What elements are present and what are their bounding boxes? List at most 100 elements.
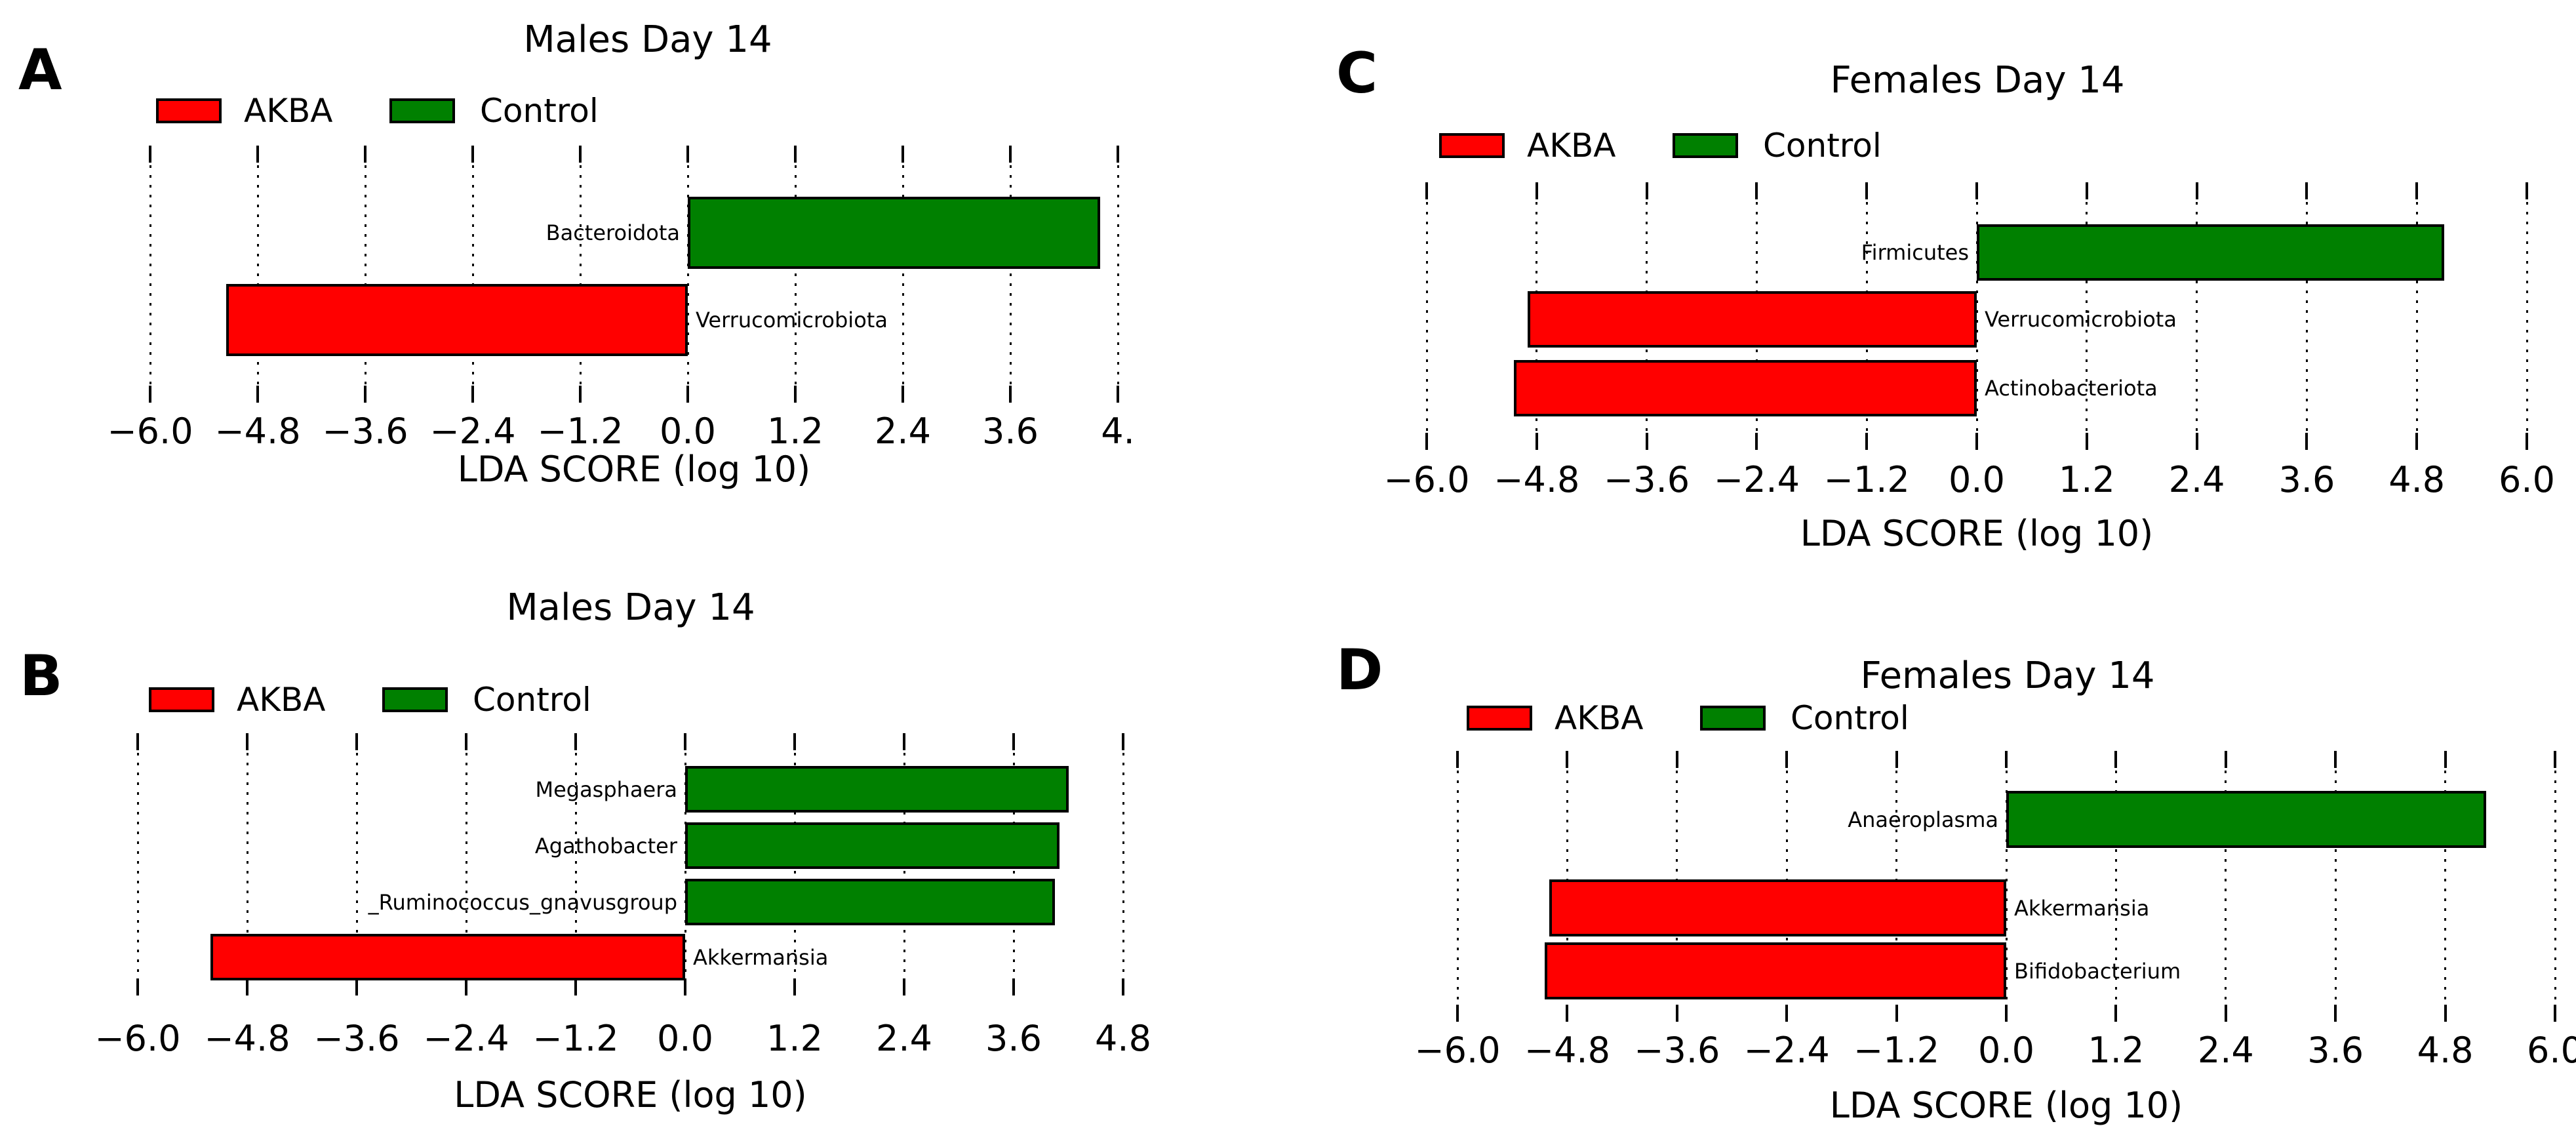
x-tick-label: −4.8 [214,411,301,452]
gridline [686,146,689,403]
axis-tick-bottom [902,386,904,403]
axis-tick-bottom [903,978,905,995]
bar-label: _Ruminococcus_gnavusgroup [368,889,677,915]
bar-akba [1544,942,2006,999]
legend-swatch-control [1673,133,1738,158]
bar-akba [1549,879,2006,936]
bar-control [2006,791,2487,848]
gridline [1009,146,1012,403]
axis-tick-top [794,146,797,163]
chart-title: Females Day 14 [1830,59,2125,102]
bar-label: Bifidobacterium [2014,958,2181,984]
x-tick-label: 2.4 [875,411,931,452]
x-tick-label: −3.6 [322,411,408,452]
axis-tick-top [1425,182,1428,199]
x-tick-label: 3.6 [985,1018,1042,1059]
legend-swatch-akba [1467,706,1532,731]
axis-tick-top [1456,751,1459,768]
gridline [2114,751,2117,1022]
axis-tick-top [1675,751,1678,768]
axis-tick-bottom [1009,386,1012,403]
gridline [2444,751,2447,1022]
panel-letter: C [1336,41,1378,106]
axis-tick-top [2085,182,2088,199]
gridline [256,146,259,403]
x-tick-label: 6.0 [2499,459,2555,500]
axis-tick-bottom [794,386,797,403]
axis-tick-bottom [1895,1005,1898,1022]
axis-tick-top [2114,751,2118,768]
axis-tick-bottom [149,386,151,403]
x-tick-label: −1.2 [1853,1030,1940,1071]
axis-tick-top [136,733,139,750]
axis-tick-bottom [1122,978,1124,995]
gridline [1456,751,1459,1022]
axis-tick-top [1009,146,1012,163]
x-tick-label: 1.2 [766,1018,823,1059]
axis-tick-bottom [1012,978,1015,995]
bar-control [685,766,1069,813]
x-tick-label: 2.4 [876,1018,932,1059]
x-tick-label: 0.0 [1949,459,2005,500]
gridline [2005,751,2008,1022]
axis-tick-bottom [1675,1005,1678,1022]
x-axis-label: LDA SCORE (log 10) [1829,1085,2183,1126]
legend-swatch-control [389,98,455,123]
axis-tick-bottom [579,386,582,403]
bar-control [685,822,1060,869]
legend-label: AKBA [1527,127,1616,165]
bar-control [1977,224,2445,281]
axis-tick-top [684,733,686,750]
legend-label: AKBA [237,681,326,719]
axis-tick-top [2444,751,2447,768]
axis-tick-bottom [1425,433,1428,450]
bar-label: Firmicutes [1861,240,1969,265]
x-tick-label: 1.2 [2058,459,2115,500]
axis-tick-top [2305,182,2308,199]
x-tick-label: −2.4 [423,1018,509,1059]
bar-control [685,879,1055,925]
x-tick-label: −2.4 [1743,1030,1830,1071]
axis-tick-top [1535,182,1538,199]
axis-tick-bottom [364,386,367,403]
axis-tick-top [355,733,358,750]
gridline [2225,751,2227,1022]
axis-tick-bottom [1645,433,1648,450]
x-tick-label: −6.0 [107,411,193,452]
x-tick-label: 2.4 [2168,459,2225,500]
axis-tick-bottom [2005,1005,2008,1022]
axis-tick-top [1117,146,1119,163]
axis-tick-bottom [246,978,248,995]
axis-tick-top [246,733,248,750]
x-tick-label: −4.8 [204,1018,290,1059]
x-tick-label: 3.6 [982,411,1039,452]
gridline [579,146,582,403]
axis-tick-bottom [355,978,358,995]
axis-tick-top [2554,751,2556,768]
axis-tick-bottom [1566,1005,1569,1022]
bar-label: Akkermansia [693,944,829,970]
x-tick-label: 6.0 [2527,1030,2576,1071]
axis-tick-bottom [2085,433,2088,450]
axis-tick-bottom [1975,433,1978,450]
x-tick-label: 4.8 [2388,459,2446,500]
x-axis-label: LDA SCORE (log 10) [1800,513,2154,554]
legend-label: Control [480,92,599,130]
x-tick-label: −1.2 [532,1018,619,1059]
axis-tick-bottom [2305,433,2308,450]
gridline [2415,182,2418,450]
axis-tick-bottom [1117,386,1119,403]
axis-tick-top [2195,182,2198,199]
axis-tick-top [2334,751,2337,768]
gridline [471,146,474,403]
legend-swatch-akba [149,687,214,712]
axis-tick-top [793,733,796,750]
panel-letter: D [1336,637,1383,703]
bar-control [688,197,1100,269]
panel-letter: A [18,37,62,103]
axis-tick-top [579,146,582,163]
chart-title: Females Day 14 [1860,654,2155,697]
legend-swatch-control [1700,706,1766,731]
axis-tick-top [1895,751,1898,768]
